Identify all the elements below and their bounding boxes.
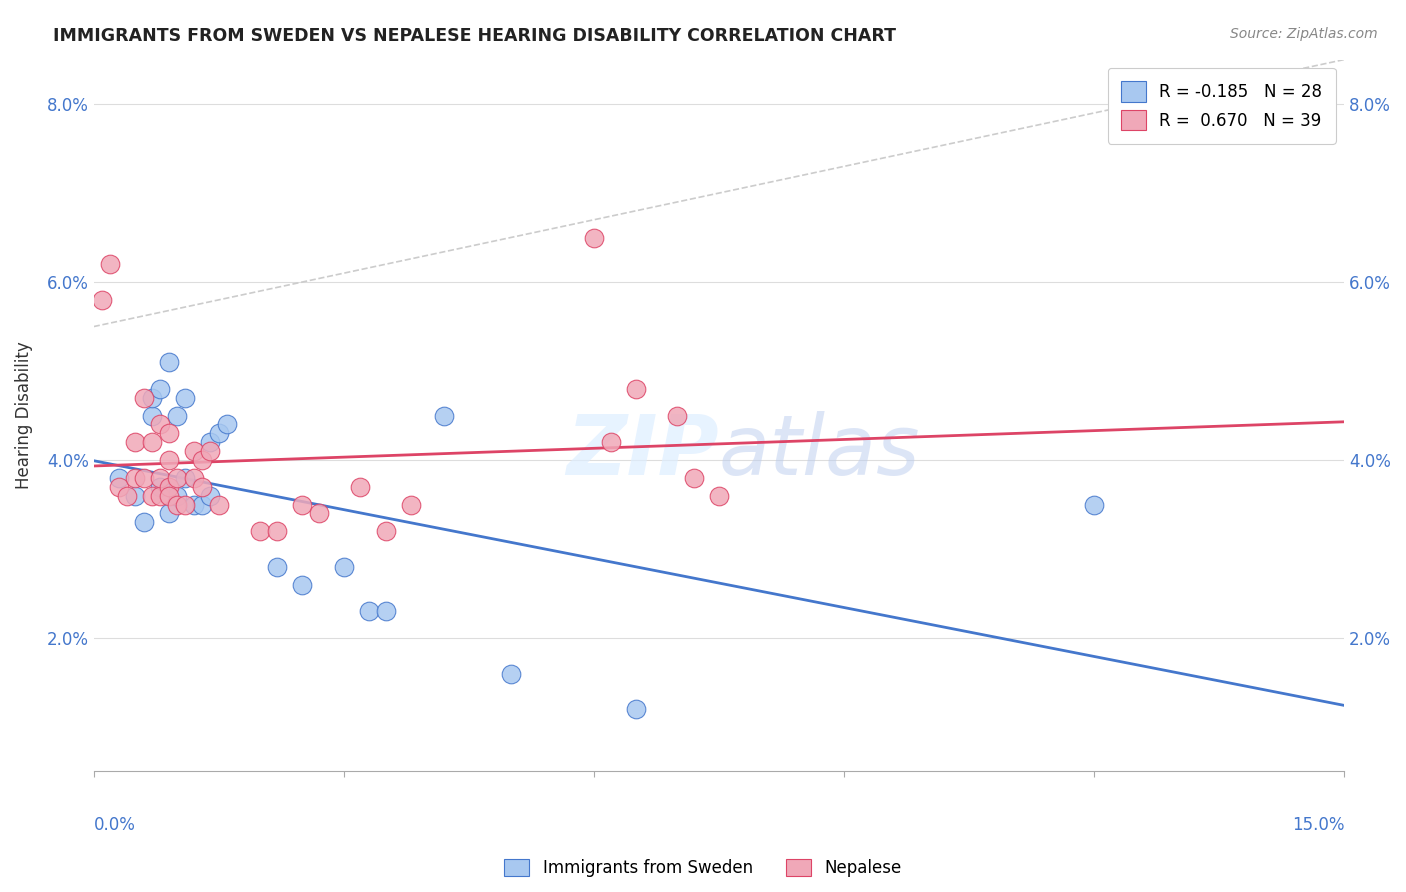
Point (166, 471, 188, 485)
Point (157, 426, 180, 441)
Point (200, 435, 222, 450)
Point (141, 435, 163, 450)
Point (666, 409, 689, 423)
Point (183, 444, 205, 458)
Point (200, 489, 222, 503)
Legend: R = -0.185   N = 28, R =  0.670   N = 39: R = -0.185 N = 28, R = 0.670 N = 39 (1108, 68, 1336, 144)
Point (141, 489, 163, 503)
Text: IMMIGRANTS FROM SWEDEN VS NEPALESE HEARING DISABILITY CORRELATION CHART: IMMIGRANTS FROM SWEDEN VS NEPALESE HEARI… (53, 27, 897, 45)
Point (1083, 498, 1105, 512)
Point (166, 498, 188, 512)
Point (183, 498, 205, 512)
Point (149, 382, 172, 396)
Point (266, 559, 288, 574)
Point (174, 391, 197, 405)
Point (166, 409, 188, 423)
Point (249, 524, 271, 539)
Point (91, 293, 114, 307)
Point (217, 417, 239, 432)
Point (149, 471, 172, 485)
Point (149, 480, 172, 494)
Text: 15.0%: 15.0% (1292, 816, 1344, 834)
Point (374, 604, 396, 618)
Point (100, 257, 122, 271)
Point (141, 391, 163, 405)
Point (374, 524, 396, 539)
Text: 0.0%: 0.0% (94, 816, 135, 834)
Point (349, 480, 371, 494)
Point (157, 355, 180, 369)
Point (149, 489, 172, 503)
Point (191, 498, 214, 512)
Point (174, 471, 197, 485)
Point (132, 391, 155, 405)
Legend: Immigrants from Sweden, Nepalese: Immigrants from Sweden, Nepalese (498, 852, 908, 884)
Point (107, 471, 129, 485)
Point (683, 471, 706, 485)
Point (124, 435, 146, 450)
Text: Source: ZipAtlas.com: Source: ZipAtlas.com (1230, 27, 1378, 41)
Point (107, 480, 129, 494)
Point (582, 230, 605, 244)
Text: atlas: atlas (718, 410, 921, 491)
Point (499, 666, 522, 681)
Point (124, 471, 146, 485)
Point (357, 604, 380, 618)
Point (624, 382, 647, 396)
Point (174, 498, 197, 512)
Point (157, 507, 180, 521)
Point (208, 426, 231, 441)
Point (157, 453, 180, 467)
Point (191, 480, 214, 494)
Point (599, 435, 621, 450)
Point (308, 507, 330, 521)
Point (266, 524, 288, 539)
Point (208, 498, 231, 512)
Point (291, 577, 314, 591)
Point (707, 489, 730, 503)
Point (624, 702, 647, 716)
Point (157, 489, 180, 503)
Point (141, 409, 163, 423)
Point (166, 489, 188, 503)
Point (291, 498, 314, 512)
Point (157, 480, 180, 494)
Point (333, 559, 356, 574)
Point (191, 453, 214, 467)
Point (132, 471, 155, 485)
Point (183, 471, 205, 485)
Y-axis label: Hearing Disability: Hearing Disability (15, 342, 32, 490)
Point (399, 498, 422, 512)
Point (149, 417, 172, 432)
Point (433, 409, 456, 423)
Point (200, 444, 222, 458)
Point (115, 489, 138, 503)
Point (124, 489, 146, 503)
Text: ZIP: ZIP (567, 410, 718, 491)
Point (132, 516, 155, 530)
